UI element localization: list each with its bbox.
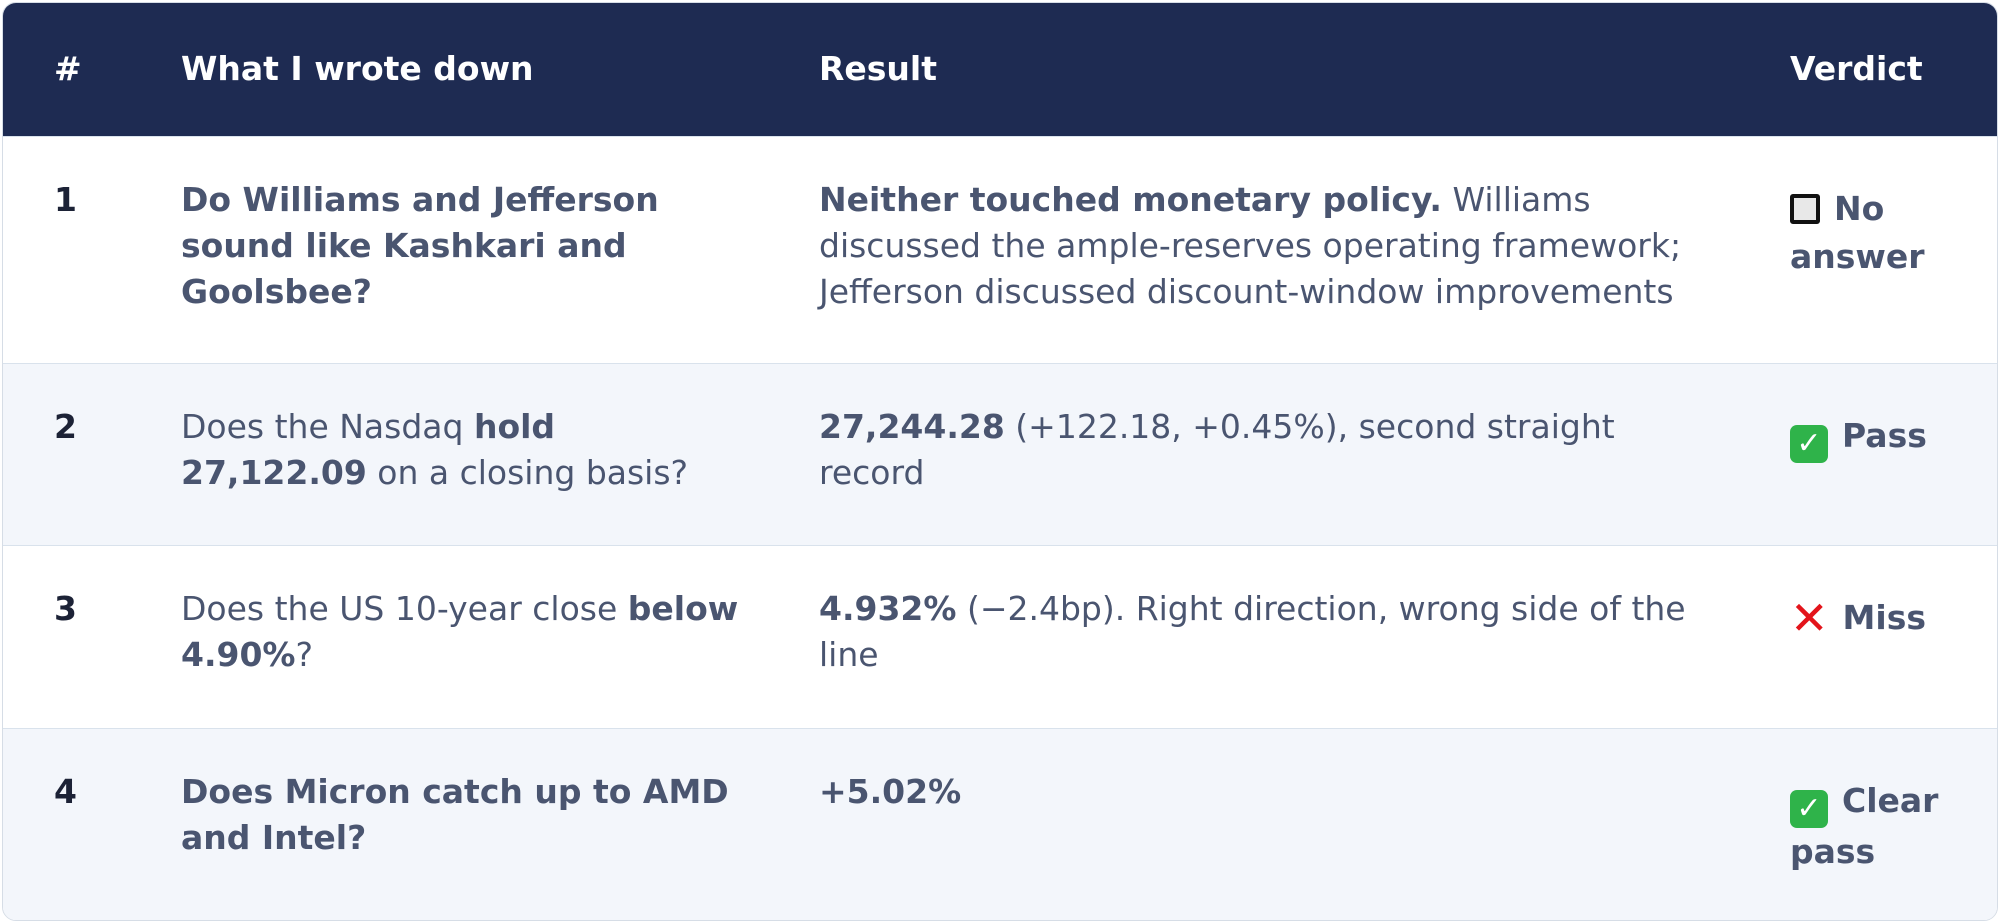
bold-text-run: 27,244.28 bbox=[819, 407, 1005, 446]
bold-text-run: Do Williams and Jefferson sound like Kas… bbox=[181, 180, 659, 311]
text-run: on a closing basis? bbox=[366, 453, 689, 492]
text-run: Does the US 10-year close bbox=[181, 589, 628, 628]
row-number: 4 bbox=[54, 772, 77, 811]
header-question: What I wrote down bbox=[181, 49, 534, 88]
bold-text-run: Does Micron catch up to AMD and Intel? bbox=[181, 772, 729, 857]
row-number: 3 bbox=[54, 589, 77, 628]
ballot-box-icon bbox=[1790, 194, 1820, 224]
bold-text-run: Neither touched monetary policy. bbox=[819, 180, 1442, 219]
check-icon: ✓ bbox=[1790, 425, 1828, 463]
row-question: Does the US 10-year close below 4.90%? bbox=[181, 586, 741, 678]
bold-text-run: 4.932% bbox=[819, 589, 957, 628]
bold-text-run: +5.02% bbox=[819, 772, 962, 811]
row-result: Neither touched monetary policy. William… bbox=[819, 177, 1689, 315]
text-run: ? bbox=[295, 635, 314, 674]
row-verdict: ✕ Miss bbox=[1790, 594, 1970, 642]
verdict-label: No answer bbox=[1790, 189, 1925, 276]
table-row: 2 Does the Nasdaq hold 27,122.09 on a cl… bbox=[3, 363, 1997, 545]
text-run: (−2.4bp). Right direction, wrong side of… bbox=[819, 589, 1686, 674]
row-result: 27,244.28 (+122.18, +0.45%), second stra… bbox=[819, 404, 1689, 496]
header-result: Result bbox=[819, 49, 938, 88]
table-row: 4 Does Micron catch up to AMD and Intel?… bbox=[3, 728, 1997, 920]
row-question: Do Williams and Jefferson sound like Kas… bbox=[181, 177, 741, 315]
verdict-label: Clear pass bbox=[1790, 781, 1939, 871]
bold-text-run: hold 27,122.09 bbox=[181, 407, 556, 492]
row-number: 1 bbox=[54, 180, 77, 219]
table-row: 1 Do Williams and Jefferson sound like K… bbox=[3, 136, 1997, 363]
text-run: (+122.18, +0.45%), second straight recor… bbox=[819, 407, 1615, 492]
row-result: +5.02% bbox=[819, 769, 1689, 815]
cross-icon: ✕ bbox=[1790, 591, 1829, 645]
table-row: 3 Does the US 10-year close below 4.90%?… bbox=[3, 545, 1997, 728]
row-question: Does Micron catch up to AMD and Intel? bbox=[181, 769, 741, 861]
row-verdict: ✓ Pass bbox=[1790, 412, 1970, 463]
header-num: # bbox=[54, 49, 82, 88]
row-verdict: No answer bbox=[1790, 185, 1970, 281]
bold-text-run: below 4.90% bbox=[181, 589, 739, 674]
row-result: 4.932% (−2.4bp). Right direction, wrong … bbox=[819, 586, 1689, 678]
verdict-label: Pass bbox=[1842, 416, 1927, 455]
check-icon: ✓ bbox=[1790, 790, 1828, 828]
row-number: 2 bbox=[54, 407, 77, 446]
row-question: Does the Nasdaq hold 27,122.09 on a clos… bbox=[181, 404, 741, 496]
text-run: Does the Nasdaq bbox=[181, 407, 474, 446]
table-header: # What I wrote down Result Verdict bbox=[3, 3, 1997, 136]
header-verdict: Verdict bbox=[1790, 49, 1923, 88]
verdict-label: Miss bbox=[1842, 598, 1926, 637]
row-verdict: ✓ Clear pass bbox=[1790, 777, 1970, 876]
text-run: Williams discussed the ample-reserves op… bbox=[819, 180, 1682, 311]
